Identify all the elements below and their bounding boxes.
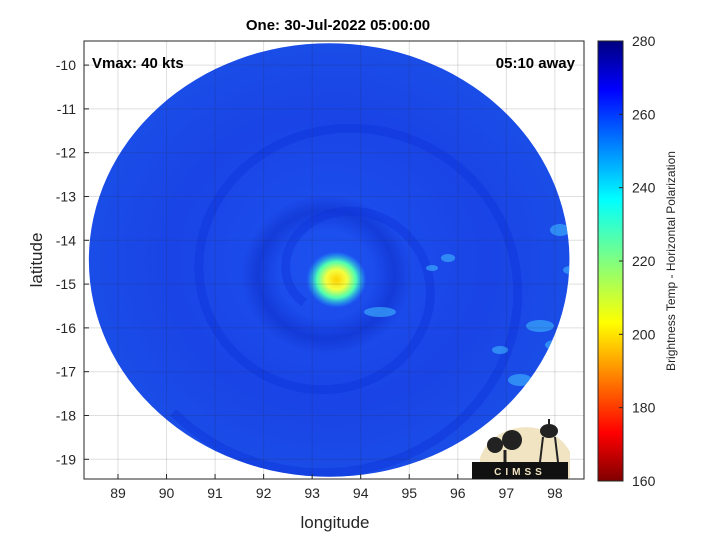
x-tick-label: 96 <box>450 485 466 501</box>
logo-text: CIMSS <box>494 467 546 478</box>
chart-title: One: 30-Jul-2022 05:00:00 <box>246 17 430 34</box>
cold-core <box>306 251 367 308</box>
x-tick-label: 98 <box>547 485 563 501</box>
x-tick-label: 92 <box>256 485 272 501</box>
x-tick-label: 91 <box>207 485 223 501</box>
y-tick-label: -14 <box>56 232 76 248</box>
plot-frame <box>83 40 585 480</box>
colorbar-ticks: 160 180 200 220 240 260 280 <box>619 33 656 489</box>
colorbar-tick-label: 160 <box>632 473 656 489</box>
colorbar-tick-label: 180 <box>632 400 656 416</box>
colorbar-tick-label: 240 <box>632 180 656 196</box>
colorbar-tick-label: 260 <box>632 106 656 122</box>
colorbar-tick-label: 220 <box>632 253 656 269</box>
time-away-annotation: 05:10 away <box>496 55 576 72</box>
y-axis: -10 -11 -12 -13 -14 -15 -16 -17 -18 -19 <box>56 57 89 467</box>
x-axis: 89 90 91 92 93 94 95 96 97 98 <box>110 474 563 501</box>
y-tick-label: -19 <box>56 451 76 467</box>
y-axis-label: latitude <box>27 233 46 288</box>
y-tick-label: -17 <box>56 364 76 380</box>
x-axis-label: longitude <box>300 513 369 532</box>
vmax-annotation: Vmax: 40 kts <box>92 55 184 72</box>
cimss-logo: CIMSS <box>472 419 570 479</box>
cyan-cloud-cells <box>364 224 570 386</box>
y-tick-label: -15 <box>56 276 76 292</box>
x-tick-label: 95 <box>401 485 417 501</box>
y-tick-label: -18 <box>56 407 76 423</box>
colorbar-tick-label: 280 <box>632 33 656 49</box>
colorbar-label: Brightness Temp - Horizontal Polarizatio… <box>664 151 678 371</box>
x-tick-label: 94 <box>353 485 369 501</box>
x-tick-label: 97 <box>499 485 515 501</box>
colorbar-tick-label: 200 <box>632 326 656 342</box>
grid <box>84 41 584 479</box>
y-tick-label: -12 <box>56 145 76 161</box>
spiral-band <box>170 123 523 477</box>
y-tick-label: -13 <box>56 188 76 204</box>
y-tick-label: -10 <box>56 57 76 73</box>
x-tick-label: 93 <box>304 485 320 501</box>
x-tick-label: 90 <box>159 485 175 501</box>
y-tick-label: -16 <box>56 320 76 336</box>
colorbar-scale <box>597 40 624 482</box>
colorbar: 160 180 200 220 240 260 280 Brightness Temp - … <box>597 33 678 489</box>
x-tick-label: 89 <box>110 485 126 501</box>
y-tick-label: -11 <box>57 101 76 117</box>
